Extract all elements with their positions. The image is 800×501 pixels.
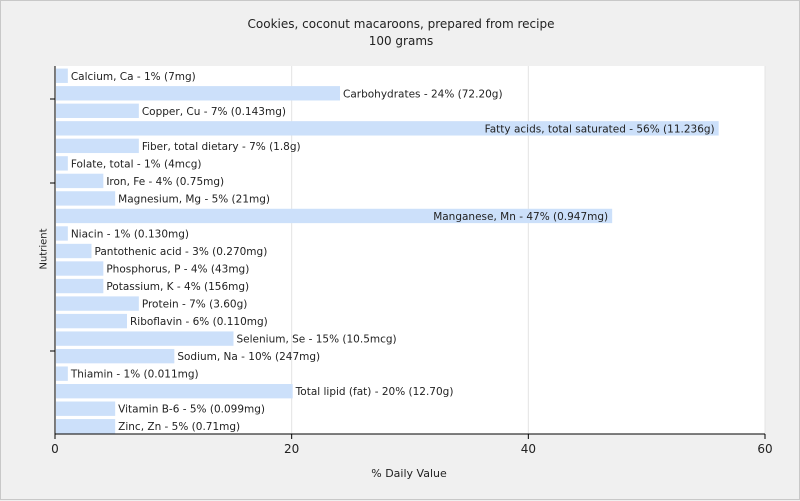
bar-label: Phosphorus, P - 4% (43mg)	[106, 264, 249, 276]
bar-label: Zinc, Zn - 5% (0.71mg)	[118, 421, 240, 433]
bar-label: Potassium, K - 4% (156mg)	[106, 281, 249, 293]
bar	[56, 121, 719, 136]
bar	[56, 331, 234, 346]
bar	[56, 261, 104, 276]
x-tick-label: 40	[521, 442, 536, 456]
bar	[56, 138, 139, 154]
bar-label: Fatty acids, total saturated - 56% (11.2…	[485, 123, 715, 135]
bar-label: Selenium, Se - 15% (10.5mcg)	[237, 334, 397, 346]
bar-label: Protein - 7% (3.60g)	[142, 299, 248, 311]
bar-label: Pantothenic acid - 3% (0.270mg)	[95, 246, 268, 258]
bar-label: Sodium, Na - 10% (247mg)	[177, 351, 320, 363]
bar	[56, 243, 92, 259]
x-tick-label: 60	[757, 442, 772, 456]
chart-subtitle: 100 grams	[368, 34, 434, 48]
x-tick-label: 0	[51, 442, 59, 456]
bar-label: Thiamin - 1% (0.011mg)	[70, 369, 199, 381]
x-axis-label: % Daily Value	[371, 467, 447, 480]
bar	[56, 208, 613, 224]
bar-label: Niacin - 1% (0.130mg)	[71, 228, 189, 240]
bar	[56, 191, 116, 206]
bar-label: Manganese, Mn - 47% (0.947mg)	[433, 211, 608, 223]
bar	[56, 156, 68, 171]
bar-label: Iron, Fe - 4% (0.75mg)	[106, 176, 224, 188]
bar-label: Calcium, Ca - 1% (7mg)	[71, 71, 196, 83]
bar	[56, 384, 293, 399]
bar	[56, 366, 68, 381]
bar	[56, 401, 116, 416]
bar-label: Folate, total - 1% (4mcg)	[71, 158, 202, 170]
bar	[56, 86, 340, 101]
bar-label: Riboflavin - 6% (0.110mg)	[130, 316, 268, 328]
bar	[56, 296, 139, 311]
bar	[56, 419, 116, 434]
bar	[56, 348, 175, 364]
x-tick-label: 20	[284, 442, 299, 456]
y-axis-label: Nutrient	[38, 228, 50, 270]
bar-label: Vitamin B-6 - 5% (0.099mg)	[118, 404, 265, 416]
chart-title: Cookies, coconut macaroons, prepared fro…	[247, 17, 555, 31]
bar-label: Carbohydrates - 24% (72.20g)	[343, 88, 503, 100]
bar	[56, 173, 104, 189]
bar-label: Fiber, total dietary - 7% (1.8g)	[142, 141, 301, 153]
bar	[56, 103, 139, 118]
bar	[56, 68, 68, 83]
bar	[56, 313, 127, 329]
bar	[56, 226, 68, 241]
bar	[56, 278, 104, 294]
bar-label: Magnesium, Mg - 5% (21mg)	[118, 193, 270, 205]
bar-label: Copper, Cu - 7% (0.143mg)	[142, 106, 286, 118]
bar-label: Total lipid (fat) - 20% (12.70g)	[295, 386, 454, 398]
